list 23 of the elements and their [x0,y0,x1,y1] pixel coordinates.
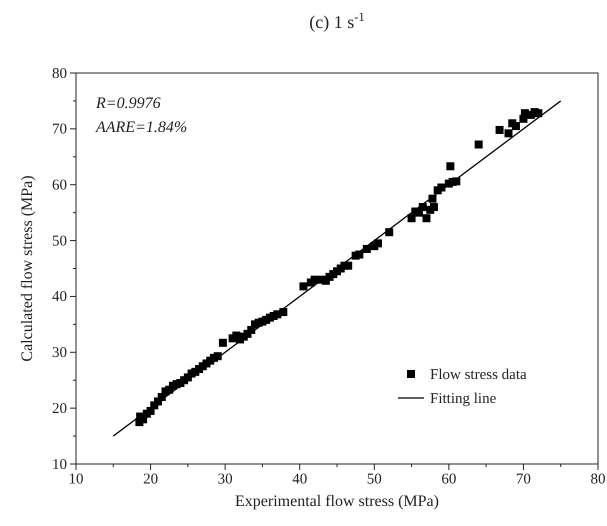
y-axis-title: Calculated flow stress (MPa) [19,175,36,362]
x-tick-label: 20 [143,472,158,488]
y-tick-label: 60 [52,178,67,194]
y-tick-label: 10 [52,456,67,473]
x-tick-label: 10 [68,472,84,488]
x-tick-label: 60 [441,472,456,488]
y-tick-label: 80 [52,66,67,82]
x-tick-label: 70 [516,472,531,488]
chart-title: (c) 1 s$^{-1}$ [309,10,365,32]
y-tick-label: 70 [52,122,67,138]
annotation: AARE=1.84% [95,119,188,136]
legend-label: Fitting line [430,391,497,407]
y-tick-label: 50 [52,233,67,250]
legend-label: Flow stress data [430,367,527,383]
x-tick-label: 80 [590,472,606,488]
annotation: R=0.9976 [95,95,161,112]
x-tick-label: 40 [292,472,308,488]
y-tick-label: 40 [52,289,67,306]
x-tick-label: 30 [218,472,233,488]
y-tick-label: 30 [52,345,67,362]
x-tick-label: 50 [366,472,382,488]
y-tick-label: 20 [52,400,67,417]
x-axis-title: Experimental flow stress (MPa) [235,493,439,510]
